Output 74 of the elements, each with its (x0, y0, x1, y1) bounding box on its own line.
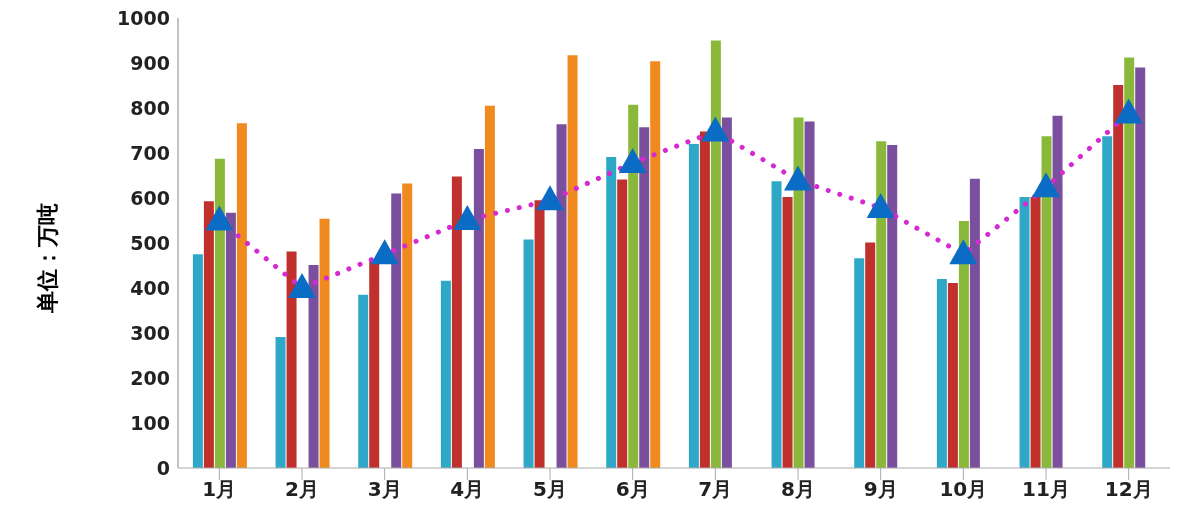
bar (308, 265, 319, 468)
bar (358, 294, 369, 468)
bar (523, 239, 534, 468)
bar (688, 144, 699, 468)
y-tick-label: 0 (156, 456, 170, 479)
bar (1135, 67, 1146, 468)
bar (793, 117, 804, 468)
y-tick-label: 1000 (117, 6, 170, 29)
bar (628, 104, 639, 468)
bar (402, 183, 413, 468)
bar (887, 144, 898, 468)
bar (865, 242, 876, 468)
bar (473, 148, 484, 468)
y-tick-label: 400 (130, 276, 170, 299)
bar (876, 141, 887, 468)
bar (617, 179, 628, 468)
bar (936, 279, 947, 468)
y-tick-label: 800 (130, 96, 170, 119)
bar (947, 283, 958, 468)
bar (771, 181, 782, 468)
x-tick-label: 4月 (450, 477, 485, 502)
bar (782, 197, 793, 468)
bar (556, 124, 567, 468)
bar (319, 218, 330, 468)
x-tick-label: 7月 (698, 477, 733, 502)
x-tick-label: 2月 (285, 477, 319, 502)
bar (203, 201, 214, 468)
y-tick-label: 300 (130, 321, 170, 344)
bar (567, 55, 578, 468)
bar (699, 131, 710, 468)
bar (391, 193, 402, 468)
y-tick-label: 600 (130, 186, 170, 209)
y-tick-label: 900 (130, 51, 170, 74)
bar (192, 254, 203, 468)
y-axis-title: 单位：万吨 (34, 203, 61, 313)
x-tick-label: 10月 (939, 477, 988, 502)
bar (710, 40, 721, 468)
y-tick-label: 500 (130, 231, 170, 254)
y-tick-label: 200 (130, 366, 170, 389)
bar (1113, 85, 1124, 468)
bar (650, 61, 661, 468)
bar (606, 157, 617, 468)
bar (451, 176, 462, 468)
bar (1052, 115, 1063, 468)
bar (1102, 136, 1113, 468)
bar (969, 178, 980, 468)
x-tick-label: 1月 (202, 477, 237, 502)
x-tick-label: 3月 (367, 477, 402, 502)
bar (236, 123, 247, 468)
x-tick-label: 12月 (1104, 477, 1153, 502)
bar (1041, 136, 1052, 468)
bar (1019, 197, 1030, 468)
bar (1124, 57, 1135, 468)
bar (721, 117, 732, 468)
bar (1030, 197, 1041, 468)
bar (639, 127, 650, 468)
bar (369, 259, 380, 468)
bar (854, 258, 865, 468)
x-tick-label: 6月 (615, 477, 650, 502)
bar (275, 337, 286, 468)
x-tick-label: 8月 (781, 477, 815, 502)
bar (804, 121, 815, 468)
bar (440, 280, 451, 468)
y-tick-label: 700 (130, 141, 170, 164)
x-tick-label: 5月 (533, 477, 567, 502)
bar (286, 251, 297, 468)
bar (225, 212, 236, 468)
x-tick-label: 11月 (1022, 477, 1070, 502)
bar (958, 220, 969, 468)
y-tick-label: 100 (130, 411, 170, 434)
bar (484, 105, 495, 468)
bar (214, 158, 225, 468)
bar (534, 200, 545, 468)
x-tick-label: 9月 (863, 477, 898, 502)
